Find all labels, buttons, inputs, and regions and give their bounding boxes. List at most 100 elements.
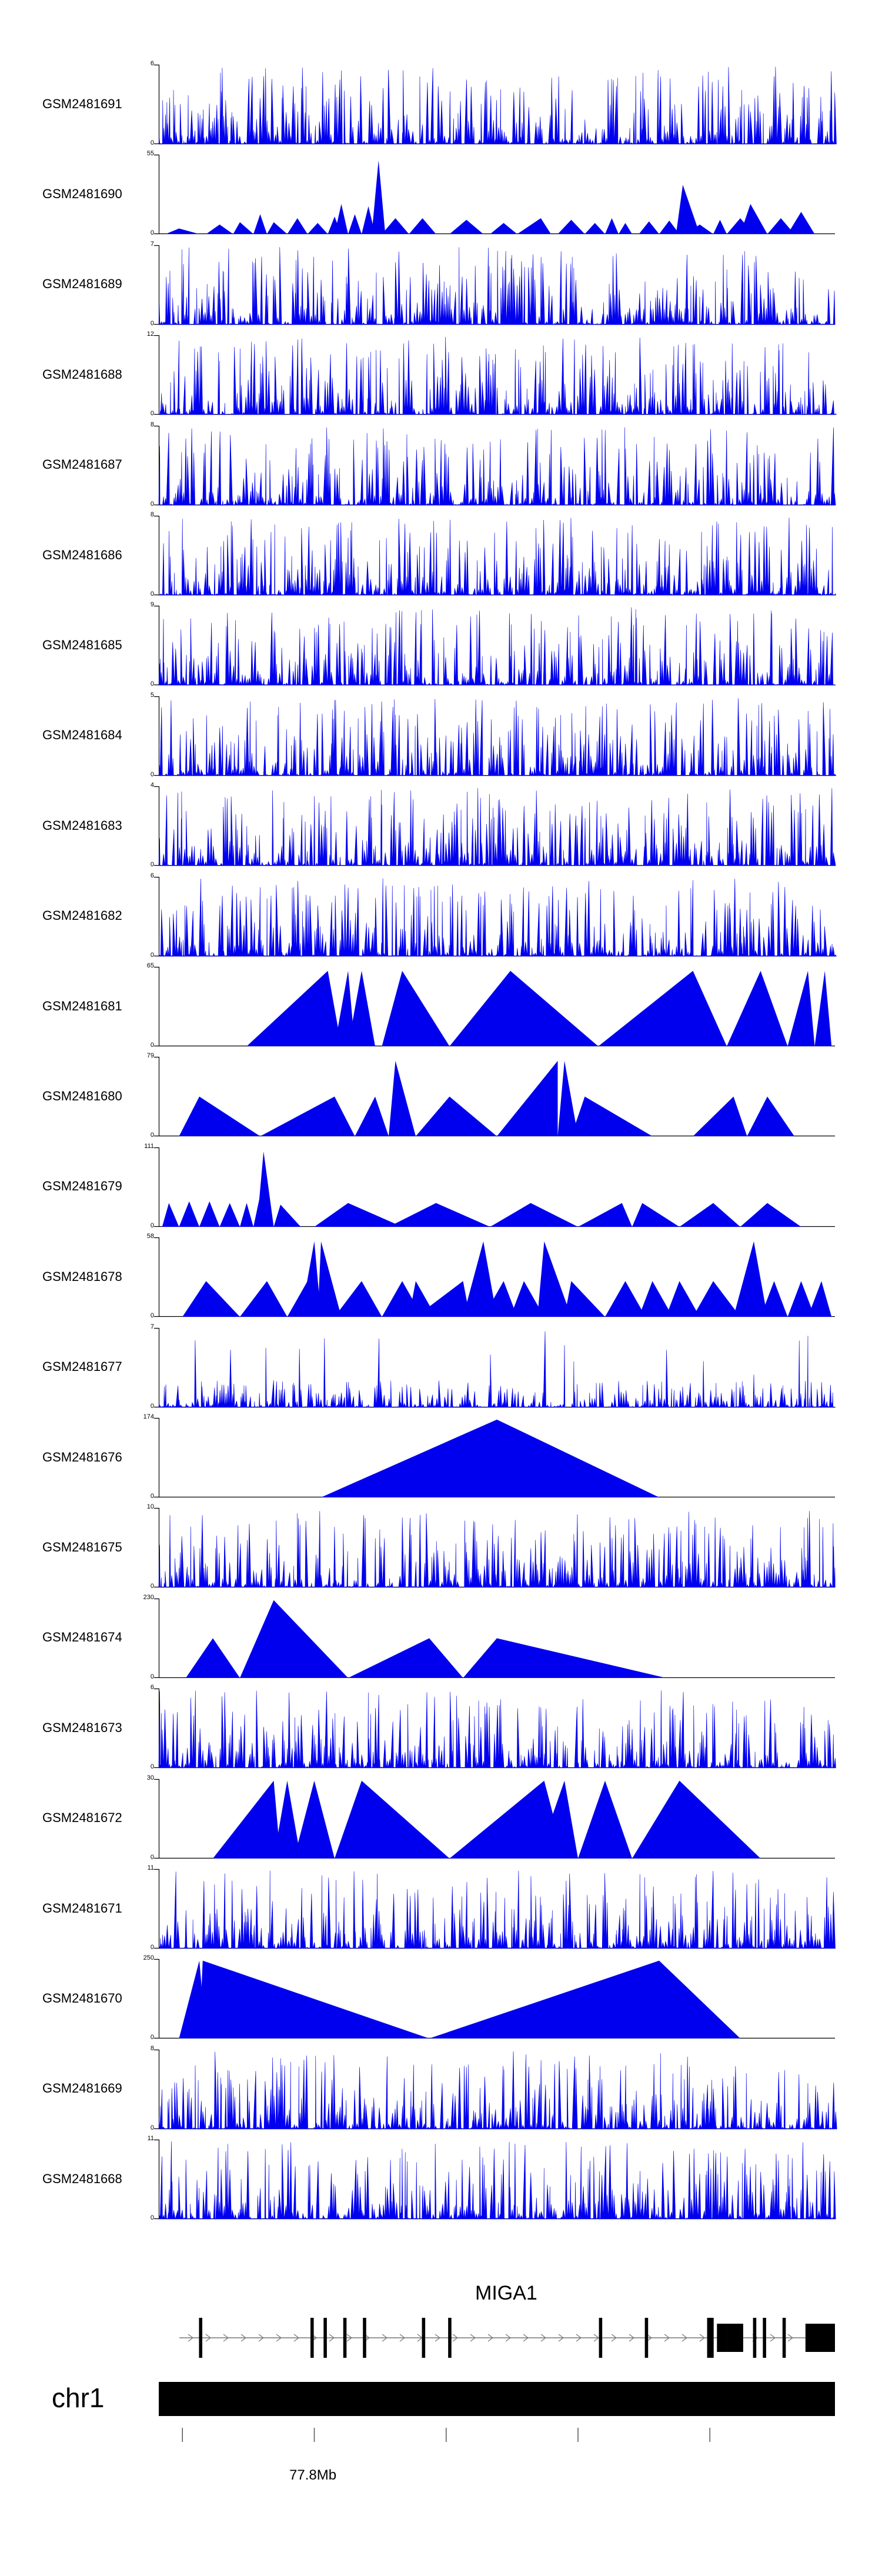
track-label: GSM2481681 [42,998,122,1013]
y-min-tick-label: 0 [150,1493,154,1500]
strand-arrow [664,2334,670,2342]
signal-peak [240,1203,253,1227]
y-max-tick-label: 11 [147,2135,154,2143]
signal-area [158,698,837,776]
track-label: GSM2481676 [42,1449,122,1464]
strand-arrow [523,2334,529,2342]
signal-peak [318,1241,342,1317]
signal-peak [165,228,199,235]
signal-peak [517,218,551,235]
signal-peak [186,1638,240,1678]
track-label: GSM2481682 [42,908,122,923]
y-max-tick-label: 6 [150,60,154,67]
signal-peak [605,218,619,235]
genome-position-label: 77.8Mb [289,2467,337,2483]
gene-exon [707,2318,714,2358]
signal-area [158,518,837,596]
y-max-tick-label: 55 [146,150,154,158]
track-label: GSM2481690 [42,186,122,201]
signal-peak [409,218,436,235]
signal-peak [348,970,375,1046]
signal-peak [584,223,605,235]
gene-exon [644,2318,649,2358]
signal-peak [490,223,517,235]
strand-arrow [293,2334,299,2342]
signal-peak [449,220,483,235]
strand-arrow [487,2334,493,2342]
signal-area [158,788,836,867]
signal-peak [463,1241,497,1317]
signal-track-plot [154,64,837,145]
signal-peak [605,1281,646,1317]
signal-track-plot [154,1959,835,2039]
signal-peak [162,1203,179,1227]
y-max-tick-label: 79 [146,1052,154,1060]
signal-peak [321,1419,659,1497]
y-min-tick-label: 0 [150,861,154,869]
signal-track-plot [154,1778,835,1858]
strand-arrow [787,2334,793,2342]
signal-peak [382,218,409,235]
strand-arrow [540,2334,546,2342]
signal-peak [335,970,355,1046]
track-label: GSM2481686 [42,547,122,562]
signal-peak [199,1201,220,1227]
y-max-tick-label: 10 [146,1503,154,1511]
signal-peak [787,970,815,1046]
signal-area [158,246,836,325]
signal-peak [199,1961,429,2039]
y-max-tick-label: 250 [143,1954,154,1962]
track-label: GSM2481671 [42,1900,122,1916]
strand-arrow [399,2334,405,2342]
track-label: GSM2481672 [42,1810,122,1826]
strand-arrow [646,2334,652,2342]
signal-peak [497,1061,558,1137]
signal-tracks: GSM2481691 6 0 GSM2481690 55 0 GSM2481689 7 0 GSM… [42,60,837,2221]
signal-peak [348,214,362,235]
track-label: GSM2481674 [42,1630,122,1645]
signal-peak [389,1203,490,1227]
signal-peak [240,1600,348,1678]
track-label: GSM2481677 [42,1359,122,1374]
y-max-tick-label: 8 [150,2044,154,2052]
chromosome-label: chr1 [52,2383,105,2413]
signal-peak [598,970,727,1046]
track-label: GSM2481678 [42,1269,122,1284]
signal-peak [260,1096,355,1137]
gene-exon [448,2318,452,2358]
gene-exon [763,2318,766,2358]
signal-peak [213,1780,280,1858]
strand-arrow [611,2334,617,2342]
strand-arrow [770,2334,776,2342]
strand-arrow [470,2334,476,2342]
signal-peak [253,214,267,235]
y-min-tick-label: 0 [150,1853,154,1861]
signal-track-plot [154,696,837,776]
signal-track-plot [154,2140,836,2220]
signal-peak [679,1203,740,1227]
signal-peak [740,1203,801,1227]
y-min-tick-label: 0 [150,2124,154,2131]
signal-peak [416,1281,470,1317]
signal-peak [557,220,585,235]
strand-arrow [435,2334,440,2342]
signal-peak [619,223,632,235]
y-min-tick-label: 0 [150,770,154,778]
track-label: GSM2481669 [42,2081,122,2096]
track-label: GSM2481680 [42,1088,122,1103]
track-axis [154,155,835,235]
chromosome-bar [159,2382,835,2416]
y-min-tick-label: 0 [150,1402,154,1410]
signal-peak [713,220,727,235]
track-label: GSM2481683 [42,817,122,833]
signal-peak [233,222,253,235]
y-max-tick-label: 30 [146,1774,154,1781]
signal-track-plot [154,1868,836,1950]
signal-area [158,1331,836,1408]
strand-arrow [276,2334,282,2342]
signal-peak [693,1281,740,1317]
strand-arrow [382,2334,387,2342]
signal-peak [578,1203,632,1227]
signal-track-plot [154,876,837,957]
signal-area [158,878,837,957]
